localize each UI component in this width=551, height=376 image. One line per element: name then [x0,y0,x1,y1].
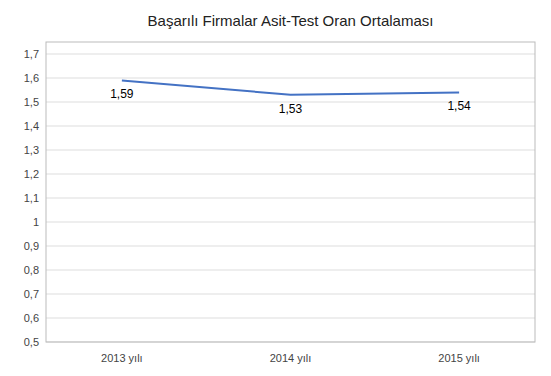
y-tick-label: 1,3 [24,144,39,156]
y-tick-label: 0,6 [24,312,39,324]
y-tick-label: 1,6 [24,72,39,84]
data-labels: 1,59 1,53 1,54 [110,87,471,115]
grid-line [46,174,535,175]
y-tick-label: 0,7 [24,288,39,300]
y-tick-label: 1,2 [24,168,39,180]
title: Başarılı Firmalar Asit-Test Oran Ortalam… [148,12,434,29]
data-label: 1,54 [447,99,471,113]
x-axis: 2013 yılı 2014 yılı 2015 yılı [101,352,480,364]
grid-line [46,150,535,151]
grid-line [46,54,535,55]
grid-line [46,126,535,127]
y-axis: 0,5 0,6 0,7 0,8 0,9 1 1,1 1,2 1,3 1,4 1,5 1,6 1,7 [24,48,39,348]
grid-line [46,198,535,199]
x-tick-label: 2013 yılı [101,352,143,364]
line [122,80,459,94]
grid-line [46,246,535,247]
y-tick-label: 1,4 [24,120,39,132]
series [122,80,459,94]
y-tick-label: 0,9 [24,240,39,252]
y-tick-label: 1 [33,216,39,228]
data-label: 1,53 [279,102,303,116]
x-tick-label: 2014 yılı [270,352,312,364]
y-tick-label: 1,7 [24,48,39,60]
x-tick-label: 2015 yılı [438,352,480,364]
grid [46,54,535,342]
y-tick-label: 1,5 [24,96,39,108]
grid-line [46,78,535,79]
plot-frame [46,42,535,342]
grid-line [46,318,535,319]
chart: Başarılı Firmalar Asit-Test Oran Ortalam… [0,0,551,376]
y-tick-label: 1,1 [24,192,39,204]
grid-line [46,270,535,271]
y-tick-label: 0,8 [24,264,39,276]
grid-line [46,222,535,223]
data-label: 1,59 [110,87,134,101]
grid-line [46,294,535,295]
y-tick-label: 0,5 [24,336,39,348]
